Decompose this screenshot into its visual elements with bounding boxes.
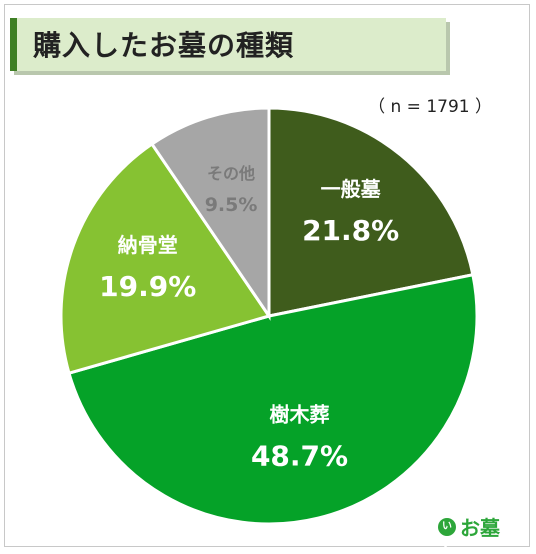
pie-slice-3 xyxy=(149,106,271,321)
brand-text: お墓 xyxy=(460,516,500,540)
sample-size-note: （ n = 1791 ） xyxy=(368,97,492,117)
slice-value-label-1: 48.7% xyxy=(251,439,348,472)
slice-name-label-1: 樹木葬 xyxy=(270,402,330,426)
slice-name-label-3: その他 xyxy=(207,164,255,183)
brand-logo: いい お墓 xyxy=(438,512,500,550)
slice-value-label-2: 19.9% xyxy=(99,270,196,303)
pie-slice-1 xyxy=(67,272,479,526)
slice-name-label-0: 一般墓 xyxy=(321,177,382,201)
title-banner: 購入したお墓の種類 xyxy=(10,18,446,71)
brand-mark: いい xyxy=(438,517,456,550)
pie-slice-0 xyxy=(267,106,475,318)
chart-title: 購入したお墓の種類 xyxy=(33,29,295,62)
slice-name-label-2: 納骨堂 xyxy=(118,233,178,257)
slice-value-label-3: 9.5% xyxy=(205,194,258,216)
slice-value-label-0: 21.8% xyxy=(302,214,399,247)
pie-slice-2 xyxy=(59,141,272,375)
